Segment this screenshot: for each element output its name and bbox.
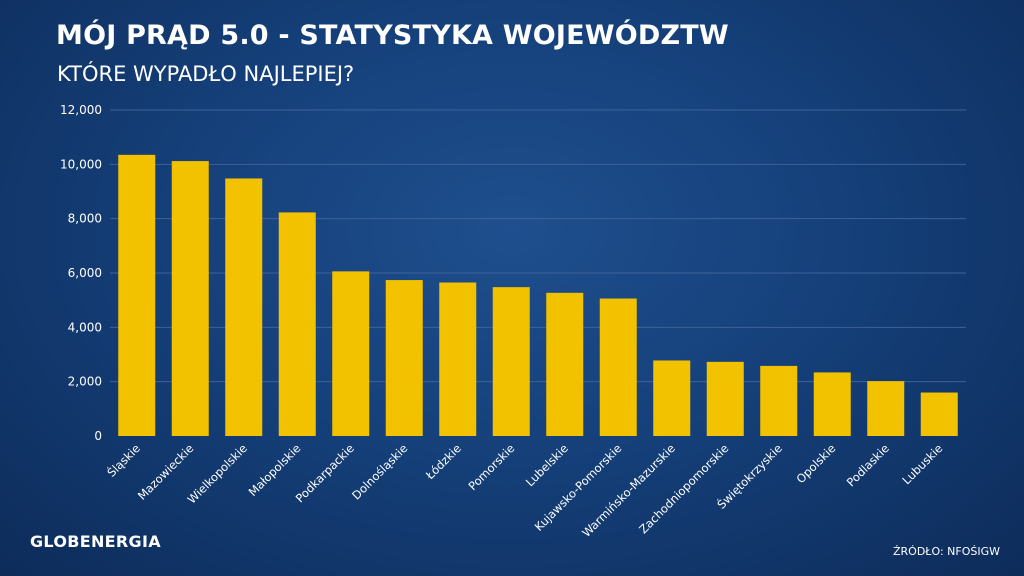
x-tick-label: Małopolskie — [246, 441, 304, 499]
bar — [760, 365, 798, 436]
bar — [439, 282, 477, 436]
bar — [599, 298, 637, 436]
x-tick-label: Warmińsko-Mazurskie — [579, 441, 678, 540]
bar — [492, 287, 530, 436]
x-tick-label: Zachodniopomorskie — [636, 441, 731, 536]
bar — [706, 361, 744, 436]
bar — [653, 360, 691, 436]
x-tick-label: Opolskie — [793, 441, 838, 486]
x-tick-label: Pomorskie — [465, 441, 517, 493]
x-tick-label: Dolnośląskie — [349, 441, 410, 502]
x-axis-ticks: ŚląskieMazowieckieWielkopolskieMałopolsk… — [104, 441, 946, 540]
x-tick-label: Łódzkie — [422, 441, 464, 483]
bar — [813, 372, 851, 436]
globenergia-logo: GLOBENERGIA — [30, 532, 161, 551]
bar — [278, 212, 316, 436]
x-tick-label: Podlaskie — [844, 441, 892, 489]
bars — [118, 154, 958, 436]
x-tick-label: Kujawsko-Pomorskie — [532, 441, 625, 534]
y-tick-label: 6,000 — [68, 266, 102, 280]
y-tick-label: 0 — [94, 429, 102, 443]
bar — [385, 280, 423, 436]
source-note: ŹRÓDŁO: NFOŚIGW — [893, 545, 1000, 558]
chart-title: MÓJ PRĄD 5.0 - STATYSTYKA WOJEWÓDZTW — [56, 20, 729, 51]
bar — [546, 292, 584, 436]
chart-subtitle: KTÓRE WYPADŁO NAJLEPIEJ? — [57, 62, 355, 86]
x-tick-label: Lubelskie — [523, 441, 571, 489]
bar — [225, 178, 263, 436]
bar — [118, 154, 156, 436]
bar — [920, 392, 958, 436]
y-tick-label: 10,000 — [60, 157, 102, 171]
y-axis-ticks: 0 2,000 4,000 6,000 8,000 10,000 12,000 — [60, 103, 102, 443]
y-tick-label: 8,000 — [68, 212, 102, 226]
x-tick-label: Lubuskie — [899, 441, 945, 487]
y-tick-label: 4,000 — [68, 320, 102, 334]
x-tick-label: Śląskie — [104, 441, 143, 480]
y-tick-label: 12,000 — [60, 103, 102, 117]
y-tick-label: 2,000 — [68, 375, 102, 389]
bar — [332, 271, 370, 436]
bar — [171, 161, 209, 436]
bar — [867, 381, 905, 436]
